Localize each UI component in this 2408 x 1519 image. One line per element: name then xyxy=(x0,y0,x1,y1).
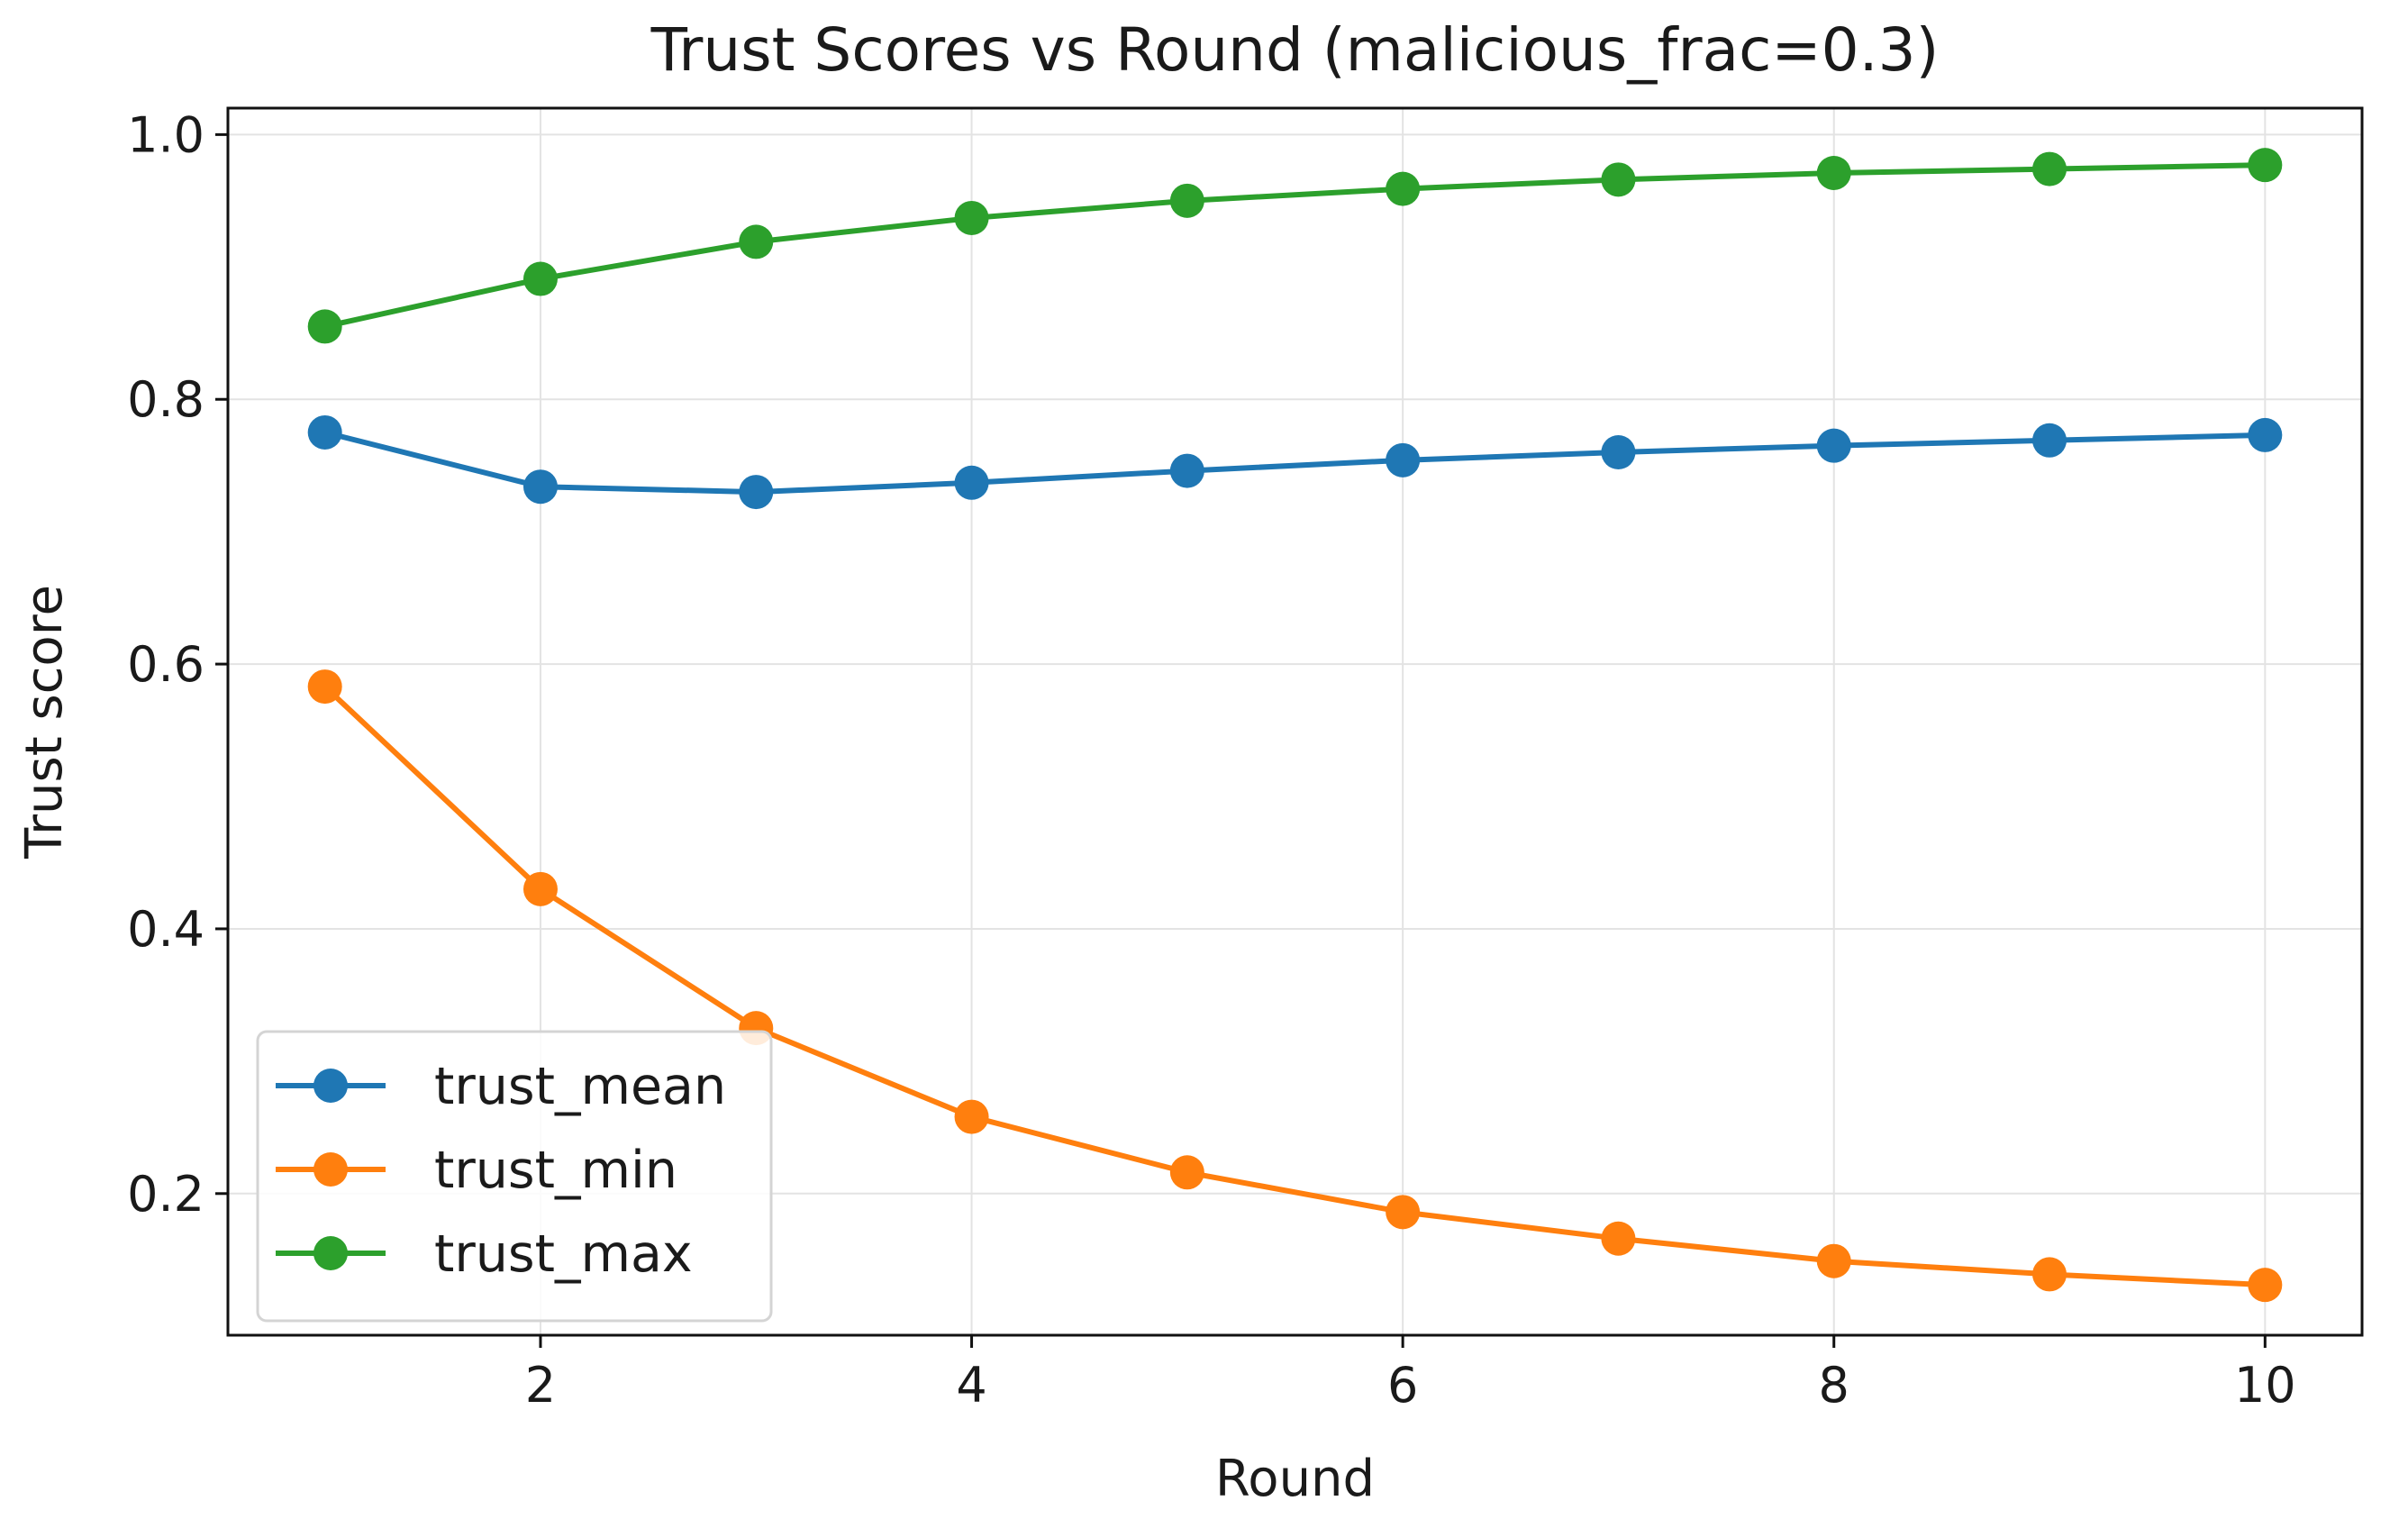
x-tick-label: 6 xyxy=(1387,1357,1418,1414)
axis-ticks: 2 4 6 8 10 0.2 0.4 0.6 0.8 1.0 xyxy=(127,106,2296,1414)
x-tick-label: 10 xyxy=(2234,1357,2296,1414)
data-point xyxy=(2248,148,2283,183)
x-axis-label: Round xyxy=(1215,1450,1375,1508)
series-trust-mean xyxy=(307,414,2283,510)
y-tick-label: 1.0 xyxy=(127,106,204,163)
y-tick-label: 0.4 xyxy=(127,901,204,958)
y-tick-label: 0.2 xyxy=(127,1166,204,1223)
data-point xyxy=(1386,171,1421,206)
chart-title: Trust Scores vs Round (malicious_frac=0.… xyxy=(650,15,1940,85)
data-point xyxy=(954,1099,989,1134)
data-point xyxy=(1816,155,1851,190)
data-point xyxy=(522,871,558,906)
data-point xyxy=(307,669,342,705)
x-tick-label: 8 xyxy=(1819,1357,1849,1414)
series-line xyxy=(324,162,2266,330)
data-point xyxy=(522,469,558,505)
legend-label: trust_min xyxy=(434,1141,677,1200)
x-tick-label: 4 xyxy=(956,1357,986,1414)
data-point xyxy=(2032,423,2067,458)
legend-label: trust_max xyxy=(434,1224,693,1284)
data-point xyxy=(1816,1243,1851,1278)
legend-swatch-marker xyxy=(313,1152,348,1187)
data-point xyxy=(2032,151,2067,186)
x-tick-label: 2 xyxy=(525,1357,556,1414)
data-point xyxy=(1601,162,1636,197)
data-point xyxy=(1169,183,1204,218)
plot-series xyxy=(307,148,2283,1303)
y-tick-label: 0.6 xyxy=(127,636,204,693)
legend-item-trust-mean: trust_mean xyxy=(276,1057,726,1116)
series-line xyxy=(323,430,2266,496)
data-point xyxy=(1386,442,1421,478)
data-point xyxy=(1169,453,1204,488)
series-trust-max xyxy=(307,148,2283,344)
data-point xyxy=(307,414,342,450)
data-point xyxy=(739,475,774,510)
data-point xyxy=(954,200,989,235)
legend: trust_mean trust_min trust_max xyxy=(256,1030,773,1323)
data-point xyxy=(2248,1268,2283,1303)
data-point xyxy=(954,465,989,500)
data-point xyxy=(1816,428,1851,463)
data-point xyxy=(2248,417,2283,452)
legend-swatch-marker xyxy=(313,1069,348,1103)
legend-item-trust-max: trust_max xyxy=(276,1224,693,1284)
data-point xyxy=(1169,1155,1204,1190)
legend-item-trust-min: trust_min xyxy=(276,1141,677,1200)
data-point xyxy=(1386,1195,1421,1230)
plot-frame xyxy=(226,106,2364,1337)
data-point xyxy=(2032,1257,2067,1292)
y-tick-label: 0.8 xyxy=(127,371,204,428)
series-trust-min xyxy=(307,669,2283,1303)
data-point xyxy=(307,309,342,344)
data-point xyxy=(1601,435,1636,470)
legend-swatch-marker xyxy=(313,1236,348,1270)
legend-box xyxy=(256,1030,773,1323)
data-point xyxy=(1601,1221,1636,1256)
y-axis-label: Trust score xyxy=(15,585,74,860)
series-line xyxy=(323,684,2266,1288)
legend-label: trust_mean xyxy=(434,1057,726,1116)
data-point xyxy=(522,261,558,296)
data-point xyxy=(739,224,774,259)
